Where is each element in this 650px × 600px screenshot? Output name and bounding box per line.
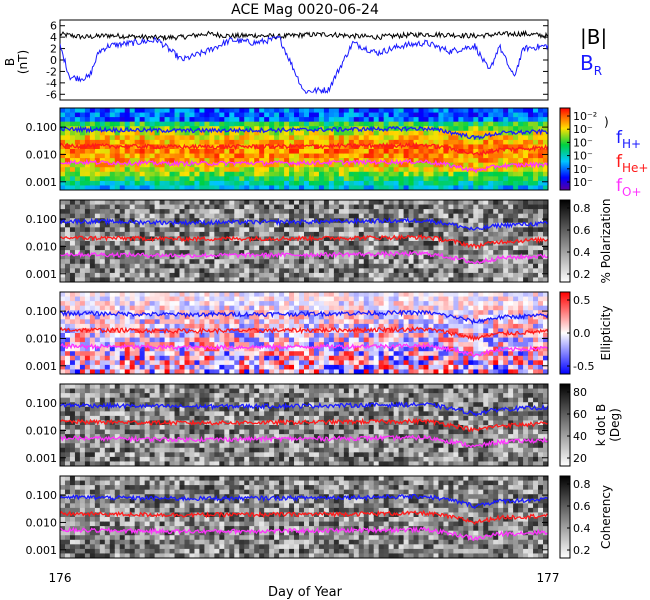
colorbar-tick-label: 10⁻²: [573, 110, 597, 123]
panel-ellipticity-image: [60, 292, 548, 374]
colorbar-coherency: [559, 475, 571, 559]
freq-line-he: [60, 326, 548, 343]
colorbar-unit-k-dot-b: (Deg): [608, 408, 622, 442]
freq-line-h: [60, 493, 548, 510]
panel-frame: [59, 383, 549, 467]
series-line-b-r: [60, 35, 548, 95]
colorbar-tick-label: 0.0: [573, 327, 591, 340]
freq-line-h: [60, 309, 548, 326]
freq-line-he: [60, 417, 548, 433]
colorbar-tick-label: -0.5: [573, 360, 594, 373]
colorbar-label-coherency: Coherency: [599, 485, 613, 549]
freq-tick-label: 0.100: [26, 397, 58, 410]
legend-f-h: fH+: [616, 128, 641, 151]
x-axis-ticks: [59, 552, 549, 558]
panel-polarization-image: [60, 200, 548, 282]
colorbar-tick-label: 0.5: [573, 294, 591, 307]
freq-tick-label: 0.001: [26, 544, 58, 557]
figure-title: ACE Mag 0020-06-24: [231, 2, 379, 18]
panel-frame: [59, 199, 549, 283]
freq-line-o: [60, 250, 548, 265]
panel-k-dot-b: 0.100 0.010 0.001 80 60 40 20 k dot B (Deg): [26, 383, 622, 467]
freq-tick-label: 0.100: [26, 489, 58, 502]
colorbar-tick-label: 10⁻: [573, 136, 593, 149]
panel1-ytick-label: 2: [50, 43, 57, 56]
legend-b-r: BR: [580, 51, 602, 78]
panel1-ytick-label: -6: [46, 88, 57, 101]
freq-line-o: [60, 434, 548, 449]
panel-frame: [59, 291, 549, 375]
freq-tick-label: 0.001: [26, 268, 58, 281]
freq-line-he: [60, 509, 548, 526]
colorbar-tick-label: 0.4: [573, 522, 591, 535]
panel-ellipticity: 0.100 0.010 0.001 0.5 0.0 -0.5 Ellipticity: [26, 291, 613, 375]
series-line-b-total: [60, 29, 548, 42]
freq-tick-label: 0.010: [26, 148, 58, 161]
colorbar-tick-label: 80: [573, 386, 587, 399]
legend-f-he: fHe+: [616, 152, 648, 175]
freq-tick-label: 0.010: [26, 332, 58, 345]
freq-tick-label: 0.010: [26, 240, 58, 253]
colorbar-k-dot-b: [559, 383, 571, 467]
panel1-ylabel: B: [3, 58, 17, 66]
freq-tick-label: 0.100: [26, 305, 58, 318]
freq-line-he: [60, 141, 548, 157]
freq-tick-label: 0.001: [26, 360, 58, 373]
legend-f-o: fO+: [616, 176, 642, 199]
x-tick-177: 177: [537, 571, 560, 585]
colorbar-tick-label: 10⁻: [573, 176, 593, 189]
freq-line-he: [60, 234, 548, 250]
panel-k-dot-b-image: [60, 384, 548, 466]
colorbar-tick-label: 40: [573, 430, 587, 443]
colorbar-tick-label: 0.8: [573, 202, 591, 215]
colorbar-tick-label: 0.4: [573, 246, 591, 259]
x-axis-label: Day of Year: [268, 585, 343, 600]
colorbar-tick-label: 10⁻: [573, 163, 593, 176]
panel1-ytick-label: -4: [46, 77, 57, 90]
colorbar-tick-label: 0.6: [573, 500, 591, 513]
freq-line-o: [60, 342, 548, 358]
colorbar-tick-label: 0.2: [573, 268, 591, 281]
colorbar-label-ellipticity: Ellipticity: [599, 306, 613, 361]
freq-tick-label: 0.010: [26, 424, 58, 437]
colorbar-tick-label: 10⁻: [573, 123, 593, 136]
panel1-ytick-label: 6: [50, 20, 57, 33]
colorbar-tick-label: 10⁻: [573, 150, 593, 163]
freq-line-h: [60, 400, 548, 417]
colorbar-paren: ): [604, 115, 609, 129]
freq-line-h: [60, 217, 548, 231]
panel-polarization: 0.100 0.010 0.001 0.8 0.6 0.4 0.2 % Polarizatio…: [26, 199, 614, 284]
panel-coherency: 0.100 0.010 0.001 0.8 0.6 0.4 0.2 Coherency: [26, 475, 613, 559]
colorbar-tick-label: 60: [573, 408, 587, 421]
x-tick-176: 176: [49, 571, 72, 585]
freq-line-o: [60, 158, 548, 174]
freq-line-o: [60, 525, 548, 542]
panel-spectral-power-image: [60, 108, 548, 190]
legend-b-total: |B|: [580, 25, 607, 49]
panel1-ytick-label: 4: [50, 31, 57, 44]
panel1-ytick-label: -2: [46, 65, 57, 78]
colorbar-tick-label: 0.6: [573, 224, 591, 237]
freq-tick-label: 0.001: [26, 452, 58, 465]
freq-tick-label: 0.001: [26, 176, 58, 189]
panel1-ylabel-unit: (nT): [16, 50, 30, 74]
colorbar-tick-label: 0.2: [573, 544, 591, 557]
colorbar-label-polarization: % Polarization: [599, 199, 613, 284]
colorbar-label-k-dot-b: k dot B: [594, 404, 608, 446]
freq-tick-label: 0.100: [26, 121, 58, 134]
panel-frame: [59, 107, 549, 191]
panel-coherency-image: [60, 476, 548, 558]
panel1-ytick-label: 0: [50, 54, 57, 67]
panel-frame: [59, 475, 549, 559]
colorbar-spectral-power: [559, 107, 571, 191]
colorbar-polarization: [559, 199, 571, 283]
freq-tick-label: 0.010: [26, 516, 58, 529]
freq-tick-label: 0.100: [26, 213, 58, 226]
colorbar-tick-label: 0.8: [573, 478, 591, 491]
freq-line-h: [60, 125, 548, 141]
colorbar-tick-label: 20: [573, 452, 587, 465]
